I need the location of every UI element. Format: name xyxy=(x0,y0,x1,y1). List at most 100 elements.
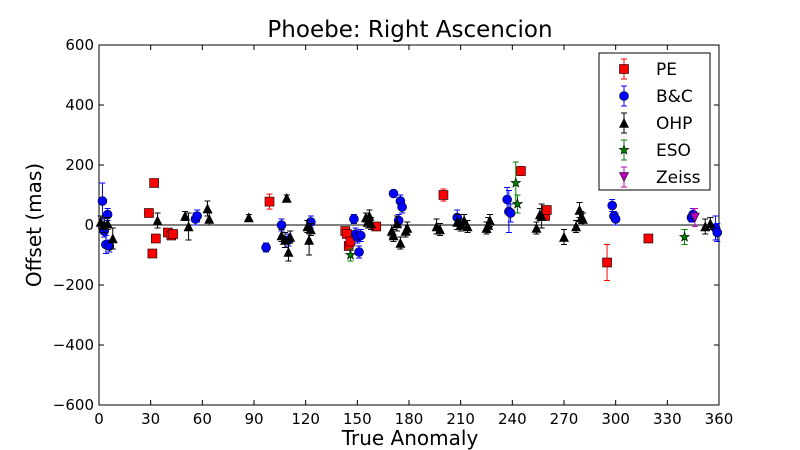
series-eso xyxy=(344,161,691,262)
x-axis-label: True Anomaly xyxy=(341,426,479,450)
y-tick-label: −200 xyxy=(53,276,94,294)
x-tick-label: 300 xyxy=(601,410,630,428)
data-point xyxy=(355,230,366,241)
data-point xyxy=(602,257,612,268)
series-ohp xyxy=(95,192,716,262)
data-point xyxy=(395,237,406,248)
data-point xyxy=(388,230,399,241)
data-point xyxy=(305,224,316,235)
data-point xyxy=(502,194,512,205)
x-tick-label: 330 xyxy=(653,410,682,428)
x-tick-label: 240 xyxy=(498,410,527,428)
legend-marker xyxy=(619,172,629,183)
legend-box xyxy=(598,52,711,191)
x-tick-label: 120 xyxy=(291,410,320,428)
legend-label: Zeiss xyxy=(656,168,701,188)
x-tick-label: 270 xyxy=(550,410,579,428)
data-point xyxy=(462,221,473,232)
data-point xyxy=(243,212,254,223)
data-point xyxy=(391,218,402,229)
data-point xyxy=(283,246,294,257)
data-point xyxy=(402,222,413,233)
plot-area: −600 −400 −200 0 200 400 600 0 30 60 90 120 150 180 2… xyxy=(53,36,734,428)
data-point xyxy=(192,211,202,221)
legend-label: B&C xyxy=(656,87,693,107)
legend-label: PE xyxy=(656,60,677,80)
data-point xyxy=(285,231,296,242)
data-point xyxy=(151,233,161,244)
data-point xyxy=(511,198,524,209)
y-axis: −600 −400 −200 0 200 400 600 xyxy=(53,36,719,414)
y-tick-label: 400 xyxy=(65,96,94,114)
y-tick-label: 200 xyxy=(65,156,94,174)
data-point xyxy=(147,248,158,259)
data-point xyxy=(276,220,287,230)
data-point xyxy=(712,227,723,238)
y-tick-label: 600 xyxy=(65,36,94,54)
data-point xyxy=(438,190,449,200)
y-axis-label: Offset (mas) xyxy=(22,163,46,287)
chart-title: Phoebe: Right Ascencion xyxy=(267,17,552,43)
data-point xyxy=(571,221,582,232)
data-point xyxy=(678,231,691,242)
x-tick-label: 360 xyxy=(705,410,734,428)
data-point xyxy=(607,200,618,211)
x-tick-label: 150 xyxy=(343,410,372,428)
x-tick-label: 210 xyxy=(446,410,475,428)
legend-marker xyxy=(619,117,629,128)
data-point xyxy=(107,233,118,244)
data-point xyxy=(510,177,522,188)
data-point xyxy=(536,210,547,221)
x-axis: 0 30 60 90 120 150 180 210 240 270 300 330 360 xyxy=(94,45,733,428)
data-point xyxy=(484,215,495,226)
data-point xyxy=(281,192,292,203)
data-point xyxy=(97,196,108,206)
data-point xyxy=(366,218,377,229)
legend: PE B&C OHP ESO Zeiss xyxy=(598,52,711,191)
data-point xyxy=(149,178,159,188)
series-zeiss xyxy=(689,208,700,227)
series-pe xyxy=(144,166,654,281)
data-point xyxy=(264,196,275,207)
legend-label: OHP xyxy=(656,114,692,134)
x-tick-label: 30 xyxy=(141,410,160,428)
data-point xyxy=(144,208,154,218)
x-tick-label: 0 xyxy=(94,410,104,428)
data-point xyxy=(364,210,375,221)
data-point xyxy=(577,213,588,224)
x-tick-label: 90 xyxy=(244,410,263,428)
data-point xyxy=(304,234,315,245)
data-point xyxy=(349,214,359,224)
data-point xyxy=(643,233,654,244)
data-point xyxy=(516,166,526,176)
data-point xyxy=(344,249,357,260)
data-point xyxy=(102,218,113,229)
data-point xyxy=(388,188,399,199)
data-point xyxy=(559,231,569,242)
y-tick-label: −400 xyxy=(53,336,94,354)
legend-marker xyxy=(619,64,629,74)
data-point xyxy=(180,210,191,221)
data-point xyxy=(435,224,445,235)
x-tick-label: 60 xyxy=(193,410,212,428)
legend-label: ESO xyxy=(656,141,691,161)
y-tick-label: 0 xyxy=(84,216,94,234)
data-marks xyxy=(95,161,723,281)
data-point xyxy=(574,204,585,215)
data-point xyxy=(397,202,407,212)
data-point xyxy=(168,229,178,239)
data-point xyxy=(204,213,215,224)
data-point xyxy=(354,247,364,257)
y-tick-label: −600 xyxy=(53,396,94,414)
data-point xyxy=(505,208,516,218)
data-point xyxy=(689,212,700,223)
legend-marker xyxy=(618,144,630,155)
data-point xyxy=(183,221,194,232)
data-point xyxy=(152,215,163,226)
x-tick-label: 180 xyxy=(395,410,424,428)
data-point xyxy=(345,236,356,247)
data-point xyxy=(261,242,271,253)
data-point xyxy=(541,205,552,215)
data-point xyxy=(610,214,621,224)
